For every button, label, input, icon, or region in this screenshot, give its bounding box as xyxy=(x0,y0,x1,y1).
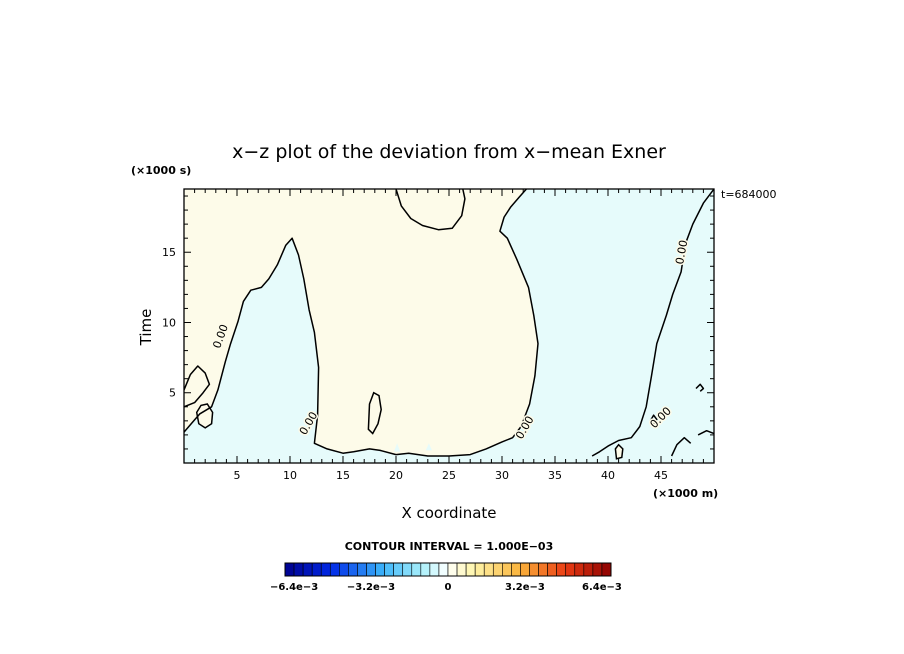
contour-lines xyxy=(184,189,714,457)
y-unit-label: (×1000 s) xyxy=(131,164,191,177)
colorbar-swatch xyxy=(302,562,313,577)
colorbar-swatch xyxy=(438,562,449,577)
colorbar-swatch xyxy=(520,562,530,577)
colorbar-frame xyxy=(284,562,612,577)
plot-area: 0.000.00 0.00 0.000.00 5 10 15 20 25 30 35 40 45 5… xyxy=(162,188,715,482)
colorbar-swatch xyxy=(456,562,467,577)
y-tick-label: 15 xyxy=(162,246,176,259)
x-tick-label: 40 xyxy=(601,469,615,482)
contour-line-1 xyxy=(184,365,211,408)
y-tick-label: 10 xyxy=(162,316,176,329)
contour-line-6 xyxy=(695,383,705,392)
colorbar-swatch xyxy=(502,562,512,577)
x-tick-label: 5 xyxy=(234,469,241,482)
colorbar-swatch xyxy=(601,562,612,577)
y-tick-labels: 5 10 15 xyxy=(162,246,176,400)
colorbar-swatch xyxy=(339,562,349,577)
negative-region-0 xyxy=(184,189,714,463)
chart-title: x−z plot of the deviation from x−mean Ex… xyxy=(232,141,666,163)
colorbar-swatch xyxy=(411,562,422,577)
x-unit-label: (×1000 m) xyxy=(653,487,718,500)
colorbar-tick-label: 0 xyxy=(445,582,452,593)
x-tick-labels: 5 10 15 20 25 30 35 40 45 xyxy=(234,469,669,482)
positive-island-1 xyxy=(367,391,382,435)
colorbar-swatch xyxy=(329,562,340,577)
contour-line-7 xyxy=(649,414,658,425)
colorbar-swatch xyxy=(311,562,322,577)
negative-region-2 xyxy=(393,443,401,452)
colorbar-swatch xyxy=(492,562,503,577)
colorbar-swatch xyxy=(357,562,367,577)
colorbar-swatch xyxy=(565,562,576,577)
contour-islands xyxy=(195,391,624,460)
colorbar-swatch xyxy=(320,562,331,577)
axis-ticks xyxy=(183,189,715,464)
negative-region-1 xyxy=(425,443,432,451)
colorbar-swatch xyxy=(375,562,385,577)
x-axis-label: X coordinate xyxy=(401,504,496,522)
contour-line-0 xyxy=(184,189,539,457)
colorbar-swatch xyxy=(429,562,440,577)
contour-interval-text: CONTOUR INTERVAL = 1.000E−03 xyxy=(345,540,554,553)
colorbar-swatch xyxy=(284,562,295,577)
colorbar-tick-label: −6.4e−3 xyxy=(270,582,318,593)
colorbar-swatch xyxy=(538,562,548,577)
colorbar-swatch xyxy=(420,562,431,577)
positive-island-0 xyxy=(195,403,214,429)
x-tick-label: 25 xyxy=(442,469,456,482)
x-tick-label: 20 xyxy=(389,469,403,482)
colorbar-swatch xyxy=(556,562,567,577)
colorbar-labels: −6.4e−3 −3.2e−3 0 3.2e−3 6.4e−3 xyxy=(270,582,622,593)
contour-line-5 xyxy=(670,436,692,457)
contour-fills xyxy=(184,189,714,463)
contour-label-4: 0.00 xyxy=(673,239,690,265)
colorbar-swatch xyxy=(348,562,358,577)
colorbar-swatch xyxy=(447,562,458,577)
colorbar-swatch xyxy=(483,562,494,577)
colorbar-tick-label: −3.2e−3 xyxy=(347,582,395,593)
colorbar-swatch xyxy=(574,562,585,577)
x-tick-label: 35 xyxy=(548,469,562,482)
positive-island-2 xyxy=(614,443,624,460)
contour-line-4 xyxy=(697,429,714,436)
colorbar-swatch xyxy=(293,562,304,577)
contour-line-2 xyxy=(395,189,466,231)
y-axis-label: Time xyxy=(137,309,155,347)
colorbar xyxy=(284,562,612,577)
colorbar-swatch xyxy=(529,562,539,577)
colorbar-tick-label: 3.2e−3 xyxy=(505,582,545,593)
colorbar-swatch xyxy=(402,562,413,577)
x-tick-label: 45 xyxy=(654,469,668,482)
x-tick-label: 30 xyxy=(495,469,509,482)
x-tick-label: 10 xyxy=(283,469,297,482)
colorbar-swatch xyxy=(366,562,376,577)
x-tick-label: 15 xyxy=(336,469,350,482)
colorbar-swatch xyxy=(547,562,557,577)
colorbar-swatch xyxy=(393,562,404,577)
colorbar-swatch xyxy=(474,562,485,577)
colorbar-swatch xyxy=(384,562,394,577)
y-tick-label: 5 xyxy=(169,387,176,400)
time-stamp-label: t=684000 xyxy=(721,188,777,201)
contour-line-3 xyxy=(591,189,714,457)
colorbar-swatch xyxy=(511,562,521,577)
colorbar-swatch xyxy=(465,562,476,577)
colorbar-swatch xyxy=(583,562,594,577)
colorbar-swatch xyxy=(592,562,603,577)
colorbar-tick-label: 6.4e−3 xyxy=(582,582,622,593)
